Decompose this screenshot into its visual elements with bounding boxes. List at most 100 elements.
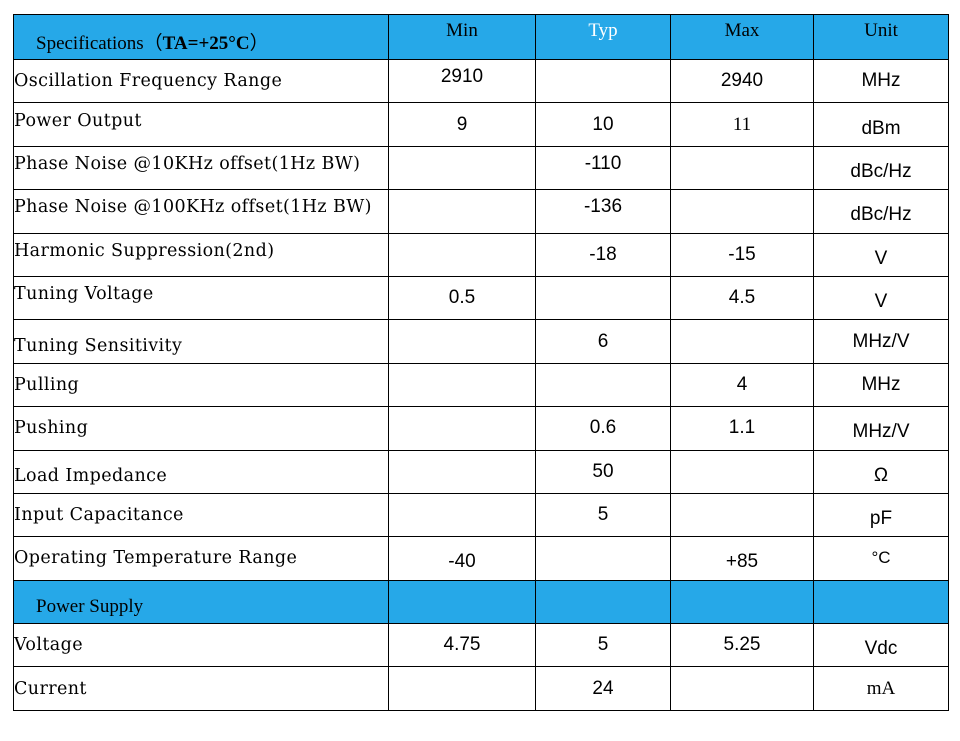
param-cell: Current: [13, 666, 389, 711]
table-row: Tuning Voltage 0.5 4.5 V: [13, 275, 949, 321]
unit-value: dBm: [861, 117, 901, 139]
typ-value: -110: [584, 152, 622, 174]
unit-cell: Vdc: [813, 623, 949, 668]
min-value: 9: [456, 113, 468, 135]
max-value: 1.1: [728, 417, 756, 439]
param-text: Load Impedance: [14, 465, 168, 486]
unit-value: V: [874, 291, 888, 313]
typ-cell: 5: [535, 492, 671, 538]
param-cell: Voltage: [13, 623, 389, 668]
table-row: Pushing 0.6 1.1 MHz/V: [13, 406, 949, 451]
table-row: Phase Noise @10KHz offset(1Hz BW) -110 d…: [13, 145, 949, 191]
table-row: Phase Noise @100KHz offset(1Hz BW) -136 …: [13, 189, 949, 234]
unit-cell: MHz: [813, 362, 949, 408]
max-cell: 4: [670, 362, 814, 408]
typ-cell: 5: [535, 623, 671, 668]
max-cell: [670, 145, 814, 191]
param-cell: Input Capacitance: [13, 492, 389, 538]
unit-value: Vdc: [864, 638, 898, 660]
typ-cell: -110: [535, 145, 671, 191]
section-empty-cell: [535, 579, 671, 625]
max-value: 4: [736, 373, 748, 395]
section-title: Power Supply: [36, 595, 144, 617]
max-cell: -15: [670, 232, 814, 277]
typ-value: 5: [597, 504, 609, 526]
typ-value: -18: [589, 243, 617, 265]
max-value: +85: [725, 551, 759, 573]
min-cell: [388, 449, 536, 494]
unit-cell: MHz/V: [813, 406, 949, 451]
typ-cell: -18: [535, 232, 671, 277]
section-empty-cell: [670, 579, 814, 625]
unit-cell: MHz: [813, 58, 949, 104]
typ-cell: [535, 275, 671, 321]
min-cell: 9: [388, 102, 536, 147]
typ-cell: 0.6: [535, 406, 671, 451]
typ-cell: -136: [535, 189, 671, 234]
unit-value: °C: [871, 548, 891, 568]
max-value: 11: [732, 113, 752, 135]
param-text: Tuning Sensitivity: [14, 335, 183, 356]
unit-value: MHz/V: [852, 421, 910, 443]
table-row: Power Output 9 10 11 dBm: [13, 102, 949, 147]
typ-cell: 50: [535, 449, 671, 494]
header-min-cell: Min: [388, 14, 536, 60]
max-value: 4.5: [728, 287, 756, 309]
typ-value: 24: [592, 677, 614, 699]
typ-cell: [535, 536, 671, 581]
typ-value: 10: [592, 113, 614, 135]
unit-cell: pF: [813, 492, 949, 538]
param-cell: Phase Noise @10KHz offset(1Hz BW): [13, 145, 389, 191]
unit-cell: Ω: [813, 449, 949, 494]
max-cell: 1.1: [670, 406, 814, 451]
max-cell: [670, 319, 814, 364]
unit-value: dBc/Hz: [850, 204, 912, 226]
header-max-cell: Max: [670, 14, 814, 60]
section-empty-cell: [813, 579, 949, 625]
min-cell: [388, 492, 536, 538]
unit-value: pF: [869, 508, 893, 530]
typ-value: 50: [592, 460, 614, 482]
typ-cell: [535, 362, 671, 408]
param-cell: Pushing: [13, 406, 389, 451]
typ-value: 6: [597, 330, 609, 352]
unit-value: MHz: [861, 70, 901, 92]
table-row: Tuning Sensitivity 6 MHz/V: [13, 319, 949, 364]
typ-cell: 10: [535, 102, 671, 147]
typ-value: 5: [597, 634, 609, 656]
max-value: -15: [728, 243, 756, 265]
max-cell: [670, 492, 814, 538]
table-row: Pulling 4 MHz: [13, 362, 949, 408]
unit-value: V: [874, 247, 888, 269]
unit-value: Ω: [873, 464, 889, 486]
max-cell: 5.25: [670, 623, 814, 668]
unit-value: MHz: [861, 373, 901, 395]
min-cell: -40: [388, 536, 536, 581]
max-cell: [670, 449, 814, 494]
table-header-row: Specifications（TA=+25°C） Min Typ Max Uni…: [13, 14, 949, 60]
header-unit: Unit: [864, 20, 898, 41]
param-cell: Harmonic Suppression(2nd): [13, 232, 389, 277]
unit-value: mA: [866, 677, 896, 699]
min-value: 2910: [440, 66, 484, 88]
table-row: Load Impedance 50 Ω: [13, 449, 949, 494]
unit-cell: dBc/Hz: [813, 145, 949, 191]
header-min: Min: [446, 20, 478, 41]
max-cell: [670, 189, 814, 234]
max-value: 2940: [720, 70, 764, 92]
unit-cell: MHz/V: [813, 319, 949, 364]
param-text: Power Output: [14, 110, 142, 131]
typ-cell: 24: [535, 666, 671, 711]
min-cell: [388, 145, 536, 191]
header-unit-cell: Unit: [813, 14, 949, 60]
min-cell: 2910: [388, 58, 536, 104]
table-row: Voltage 4.75 5 5.25 Vdc: [13, 623, 949, 668]
min-value: -40: [448, 551, 476, 573]
min-cell: 0.5: [388, 275, 536, 321]
min-cell: [388, 232, 536, 277]
param-cell: Tuning Sensitivity: [13, 319, 389, 364]
typ-value: 0.6: [589, 417, 617, 439]
param-cell: Load Impedance: [13, 449, 389, 494]
max-cell: 4.5: [670, 275, 814, 321]
unit-cell: dBm: [813, 102, 949, 147]
